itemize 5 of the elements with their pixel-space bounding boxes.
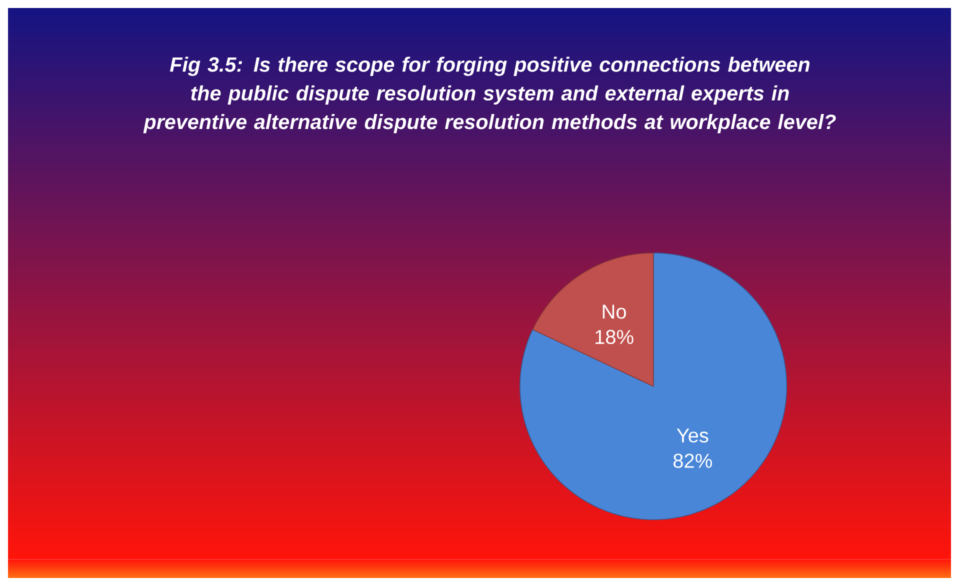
- data-label: 82%: [673, 454, 712, 468]
- data-label: 18%: [596, 330, 634, 344]
- slice-label: Yes: [676, 428, 708, 443]
- slice-label: No: [602, 304, 626, 319]
- chart-title: Fig 3.5: Is there scope for forging positive connections between the public dispute resolution system and external experts in preventive alternative dispute resolution methods at workplace level?: [143, 56, 836, 134]
